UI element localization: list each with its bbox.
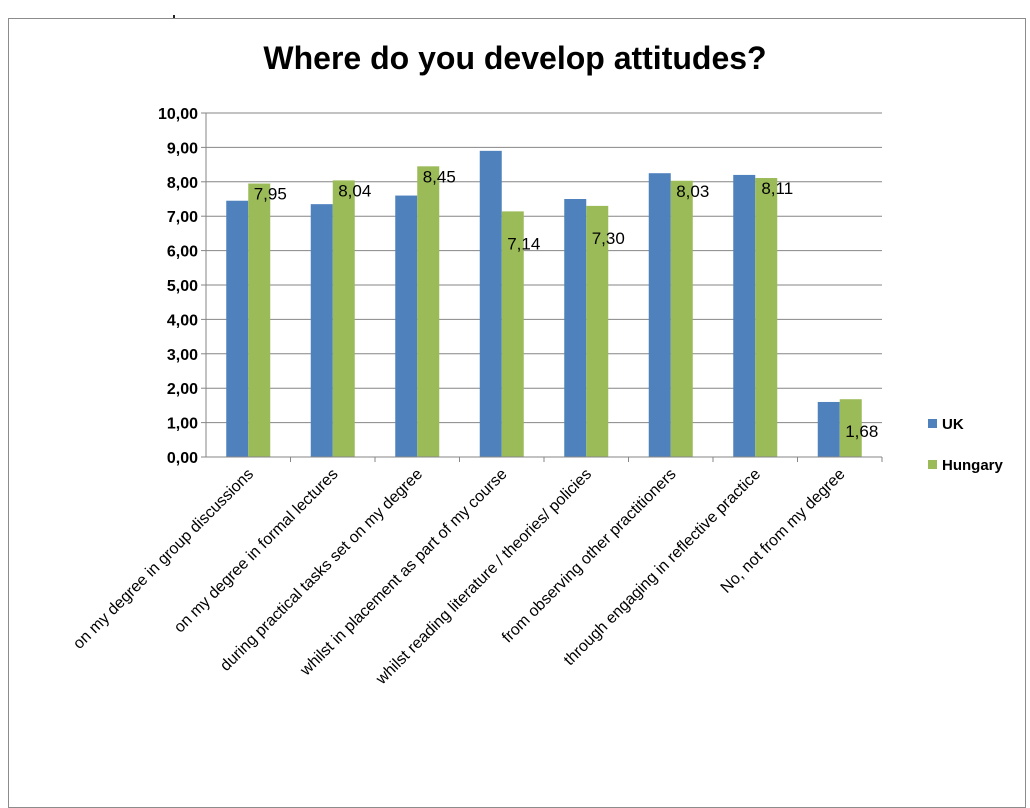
- bar-hungary: [839, 399, 862, 457]
- bar-hungary: [755, 178, 778, 458]
- bars: [226, 150, 862, 458]
- x-tick-label: on my degree in formal lectures: [171, 466, 341, 636]
- bar-uk: [395, 195, 418, 457]
- y-tick-label: 4,00: [167, 312, 198, 329]
- y-tick-label: 9,00: [167, 140, 198, 157]
- legend-label-hungary: Hungary: [942, 457, 1004, 474]
- data-label: 8,11: [761, 179, 793, 198]
- bar-hungary: [501, 211, 524, 457]
- legend-swatch-uk: [928, 419, 937, 428]
- y-tick-label: 8,00: [167, 175, 198, 192]
- y-tick-label: 10,00: [158, 106, 198, 123]
- data-label: 1,68: [845, 422, 878, 441]
- data-label: 8,04: [338, 181, 371, 200]
- bar-uk: [733, 174, 756, 458]
- bar-uk: [226, 200, 249, 457]
- bar-uk: [564, 199, 587, 457]
- bar-hungary: [417, 166, 440, 457]
- y-tick-label: 6,00: [167, 244, 198, 261]
- y-tick-label: 2,00: [167, 381, 198, 398]
- data-labels: 7,95 8,04 8,45 7,14 7,30 8,03 8,11 1,68: [254, 167, 879, 441]
- y-tick-label: 5,00: [167, 278, 198, 295]
- bar-hungary: [332, 180, 355, 457]
- bar-hungary: [248, 183, 271, 457]
- data-label: 8,45: [423, 167, 456, 186]
- legend: UK Hungary: [928, 416, 1004, 474]
- bar-hungary: [670, 180, 693, 457]
- bar-uk: [817, 401, 840, 457]
- data-label: 7,14: [507, 234, 540, 253]
- x-tick-label: from observing other practitioners: [499, 466, 680, 647]
- y-tick-label: 1,00: [167, 416, 198, 433]
- x-tick-label: on my degree in group discussions: [70, 466, 257, 653]
- stray-tick-mark: [173, 15, 175, 18]
- y-tick-label: 7,00: [167, 209, 198, 226]
- bar-uk: [479, 150, 502, 457]
- data-label: 8,03: [676, 182, 709, 201]
- y-tick-labels: 0,00 1,00 2,00 3,00 4,00 5,00 6,00 7,00 8,00 9,00…: [158, 106, 198, 467]
- legend-swatch-hungary: [928, 460, 937, 469]
- axes: [201, 112, 883, 462]
- gridlines: [206, 112, 882, 424]
- y-tick-label: 3,00: [167, 347, 198, 364]
- chart-title: Where do you develop attitudes?: [263, 40, 767, 76]
- data-label: 7,95: [254, 185, 287, 204]
- bar-uk: [648, 173, 671, 457]
- y-tick-label: 0,00: [167, 450, 198, 467]
- data-label: 7,30: [592, 229, 625, 248]
- bar-uk: [310, 204, 333, 457]
- legend-label-uk: UK: [942, 416, 964, 433]
- bar-hungary: [586, 205, 609, 457]
